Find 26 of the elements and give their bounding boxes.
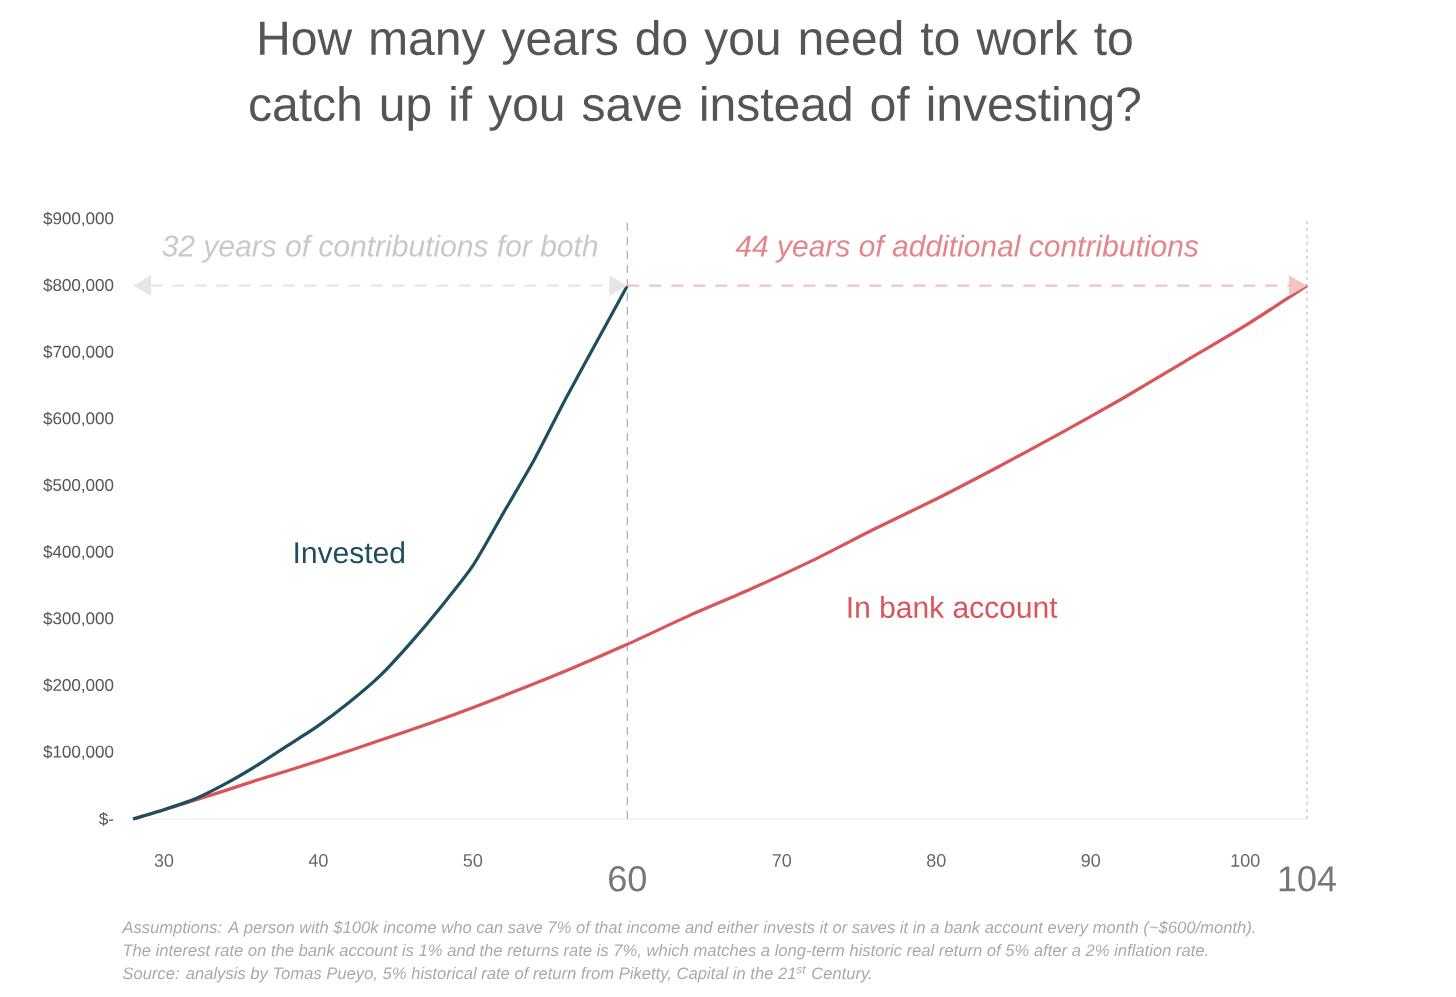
- series-label: Invested: [295, 541, 405, 564]
- x-tick-label: 80: [927, 854, 946, 867]
- y-tick-label: $900,000: [43, 211, 114, 227]
- y-tick-label: $600,000: [43, 411, 114, 427]
- x-tick-label: 40: [308, 854, 328, 867]
- source-note: Source: analysis by Tomas Pueyo, 5% historical rate of return from Piketty, Capital in the 21$^{st}$ Century.: [122, 965, 871, 983]
- y-tick-label: $800,000: [43, 278, 114, 294]
- chart-title: How many years do you need to work to catch up if you save instead of investing?: [250, 20, 1141, 131]
- y-tick-label: $500,000: [43, 478, 114, 494]
- y-tick-label: $100,000: [43, 744, 114, 760]
- ref-line-label: 60: [609, 866, 646, 892]
- y-tick-label: $300,000: [43, 611, 114, 627]
- text: Assumptions: A person with $100k income who can save 7% of that income and either invests it or saves it in a bank account every month (~$600/month).: [121, 920, 1255, 937]
- text: The interest rate on the bank account is 1% and the returns rate is 7%, which matches a long-term historic real return of 5% after a 2% inflation rate.: [123, 943, 1208, 960]
- y-tick-label: $-: [99, 812, 114, 826]
- x-tick-label: 70: [772, 854, 792, 867]
- series-label: In bank account: [848, 595, 1058, 619]
- y-tick-label: $200,000: [43, 678, 114, 694]
- x-tick-label: 90: [1081, 854, 1101, 867]
- ref-line-label: 104: [1279, 866, 1336, 892]
- annotation: 44 years of additional contributions: [735, 234, 1199, 263]
- y-tick-label: $400,000: [43, 544, 114, 560]
- y-tick-label: $700,000: [43, 344, 114, 360]
- x-tick-label: 100: [1231, 854, 1260, 867]
- x-tick-label: 50: [463, 854, 483, 867]
- x-tick-label: 30: [154, 854, 174, 867]
